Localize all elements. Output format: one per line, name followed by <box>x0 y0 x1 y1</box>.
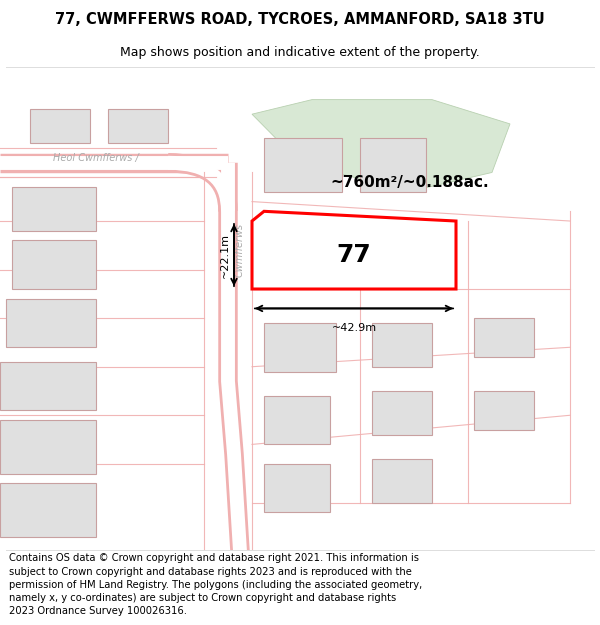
Bar <box>360 139 426 192</box>
Bar <box>12 187 96 231</box>
Text: ~760m²/~0.188ac.: ~760m²/~0.188ac. <box>330 174 488 189</box>
Bar <box>264 323 336 372</box>
Bar <box>264 396 330 444</box>
Text: Cwmfferws: Cwmfferws <box>235 223 245 278</box>
Bar <box>0 420 96 474</box>
Bar <box>474 318 534 357</box>
Bar <box>282 221 366 274</box>
Text: ~42.9m: ~42.9m <box>331 323 377 333</box>
Text: ~22.1m: ~22.1m <box>220 232 230 278</box>
Bar <box>108 109 168 143</box>
Bar <box>474 391 534 430</box>
Bar <box>372 459 432 503</box>
Bar <box>264 464 330 512</box>
Bar <box>12 241 96 289</box>
Bar <box>6 299 96 348</box>
Text: Map shows position and indicative extent of the property.: Map shows position and indicative extent… <box>120 46 480 59</box>
Bar <box>372 391 432 435</box>
Text: 77: 77 <box>337 243 371 267</box>
Bar <box>372 323 432 367</box>
Bar <box>0 483 96 537</box>
Polygon shape <box>252 99 510 192</box>
Text: Contains OS data © Crown copyright and database right 2021. This information is
: Contains OS data © Crown copyright and d… <box>9 553 422 616</box>
Text: Heol Cwmfferws /: Heol Cwmfferws / <box>53 153 139 163</box>
Polygon shape <box>252 211 456 289</box>
Bar <box>264 139 342 192</box>
Text: 77, CWMFFERWS ROAD, TYCROES, AMMANFORD, SA18 3TU: 77, CWMFFERWS ROAD, TYCROES, AMMANFORD, … <box>55 12 545 27</box>
Bar <box>30 109 90 143</box>
Bar <box>0 362 96 411</box>
